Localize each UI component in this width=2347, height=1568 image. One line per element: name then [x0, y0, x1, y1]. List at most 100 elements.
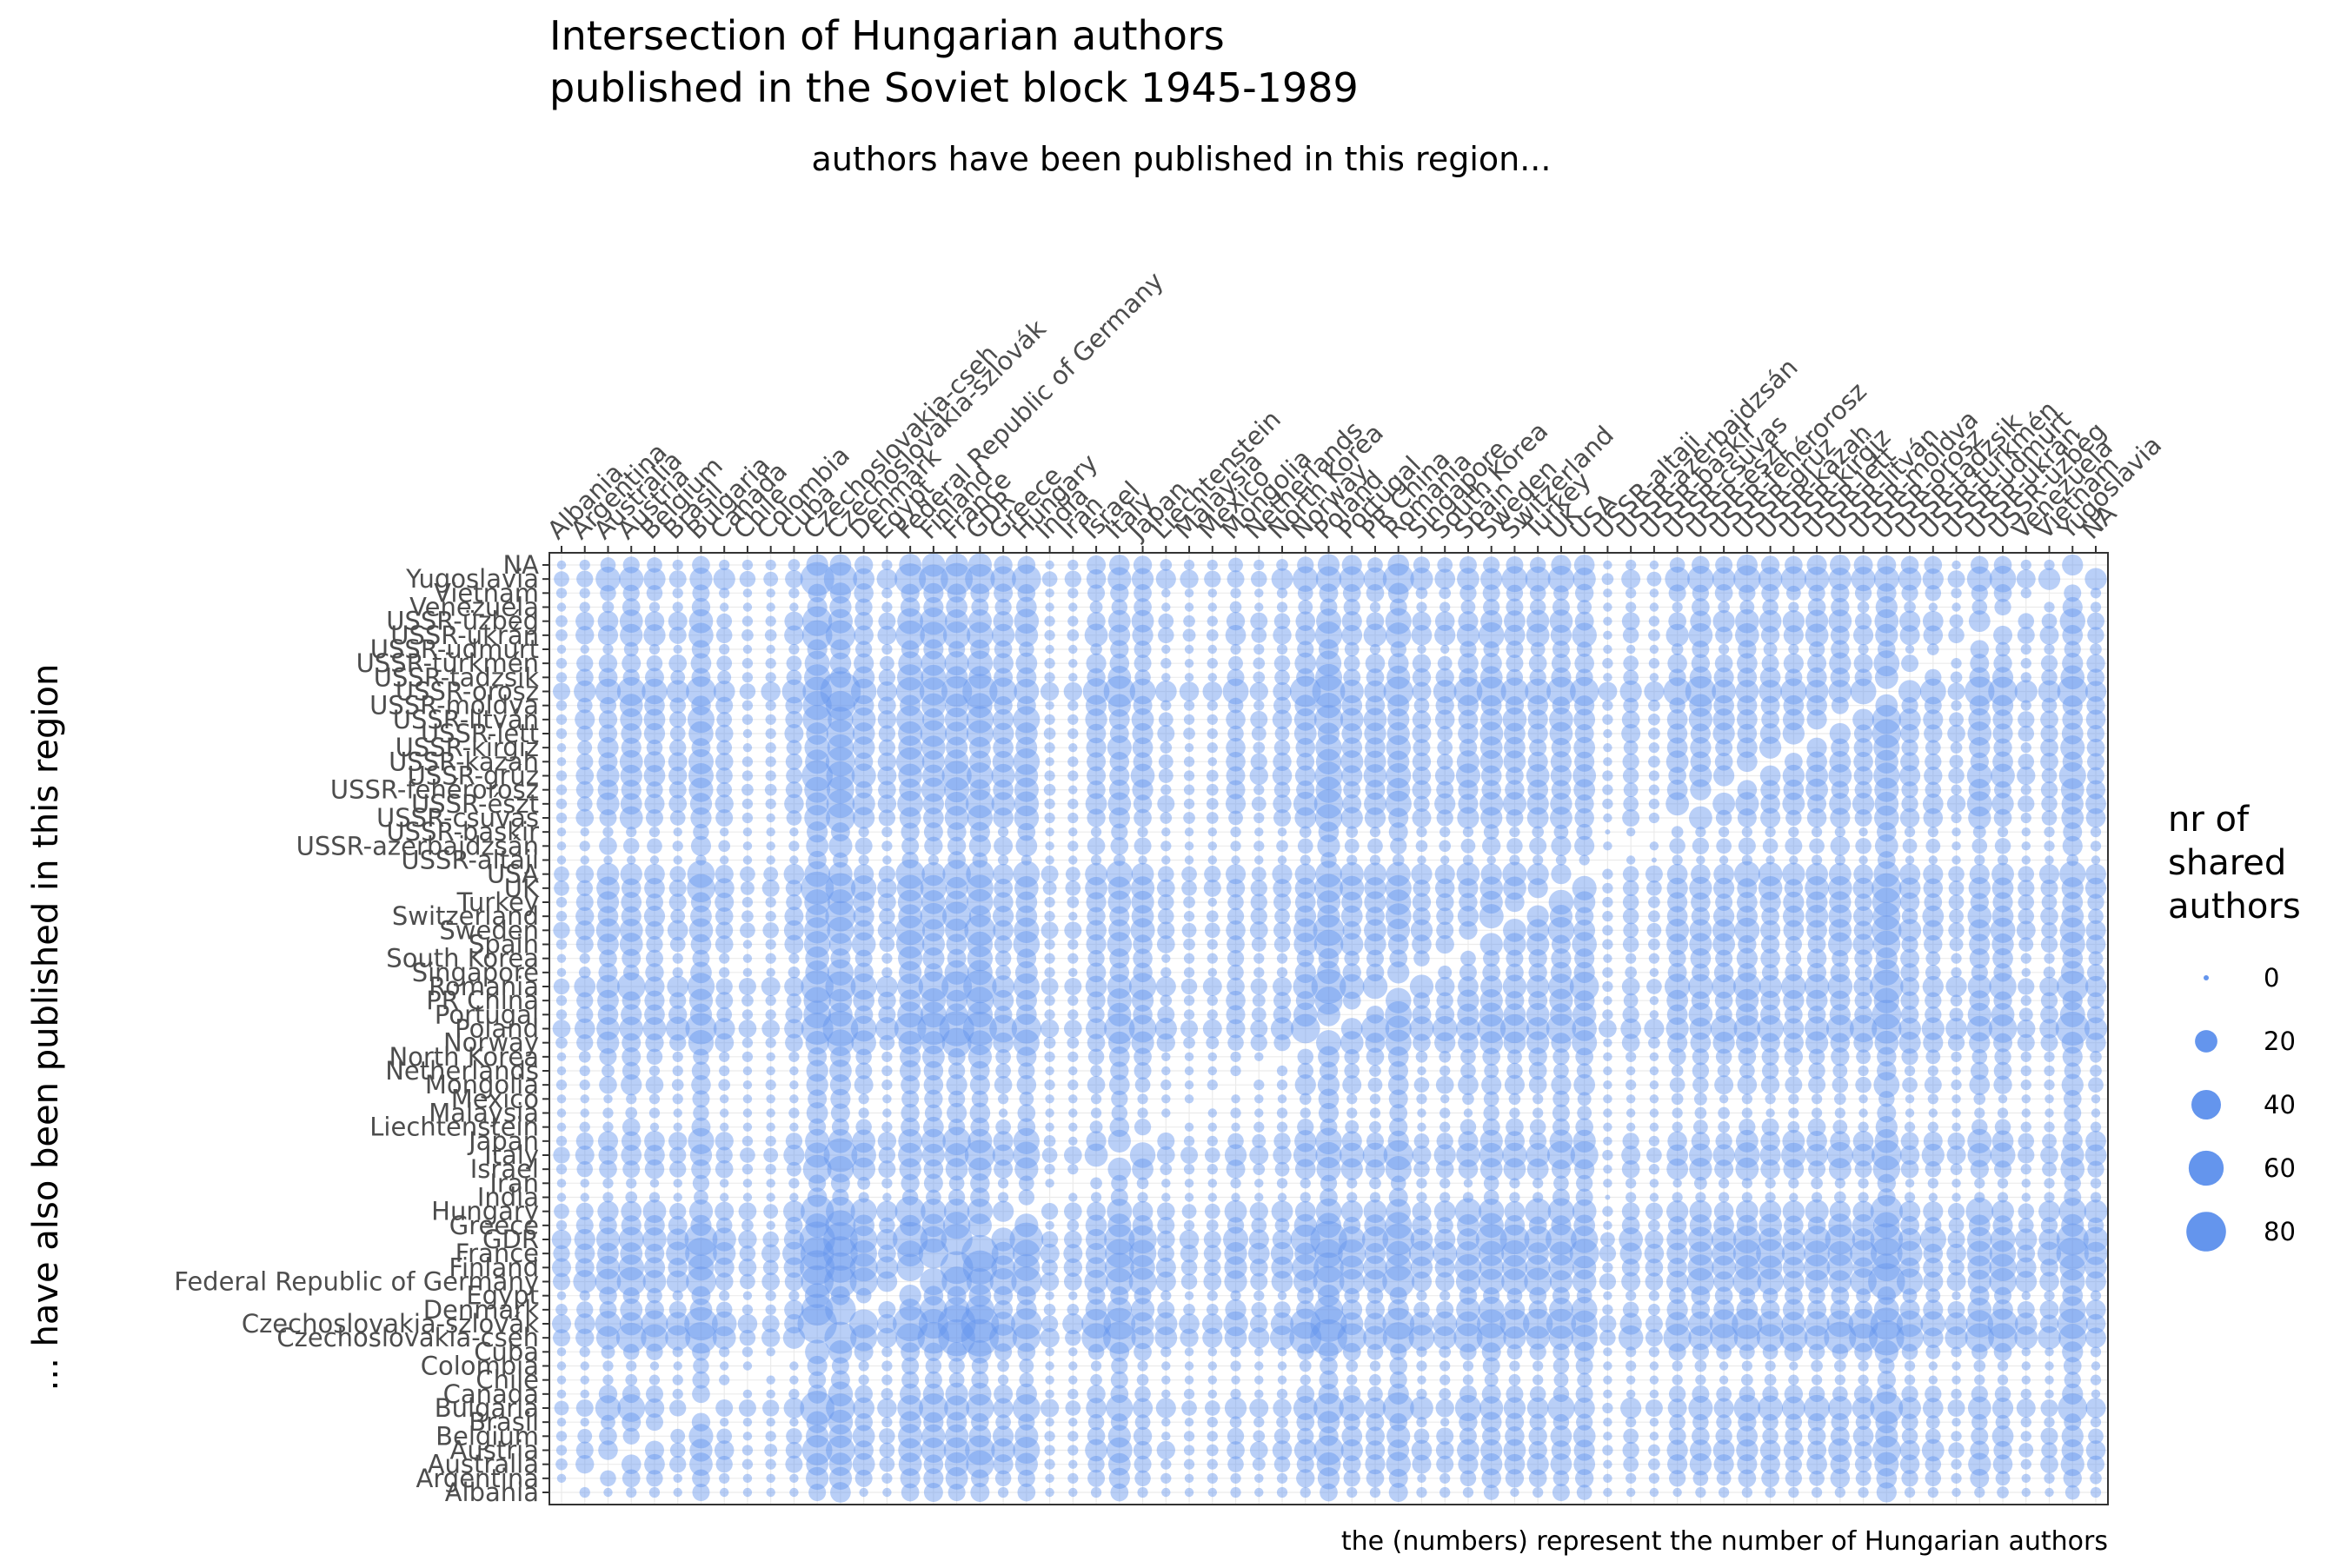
data-point	[1547, 1394, 1575, 1422]
data-point	[881, 1346, 893, 1358]
data-point	[742, 841, 753, 851]
y-tick-label: Cuba	[474, 1337, 539, 1366]
data-point	[1156, 1440, 1175, 1460]
data-point	[1462, 1360, 1474, 1372]
data-point	[595, 918, 621, 943]
data-point	[1161, 1179, 1171, 1188]
data-point	[1201, 1313, 1223, 1334]
data-point	[1902, 838, 1918, 854]
data-point	[1340, 1438, 1363, 1462]
data-point	[1385, 608, 1412, 635]
data-point	[2039, 1299, 2059, 1319]
data-point	[1364, 750, 1386, 773]
data-point	[1603, 1108, 1612, 1118]
data-point	[2090, 1051, 2102, 1063]
data-point	[1990, 1226, 2016, 1252]
data-point	[1014, 917, 1040, 944]
data-point	[1968, 1452, 1991, 1476]
data-point	[1067, 1164, 1079, 1175]
data-point	[1858, 1360, 1869, 1372]
data-point	[1502, 861, 1527, 887]
data-point	[1439, 827, 1451, 838]
data-point	[1805, 989, 1828, 1012]
y-tick-label: Belgium	[435, 1421, 539, 1451]
y-tick-label: South Korea	[386, 944, 539, 973]
data-point	[966, 860, 994, 888]
data-point	[1364, 1214, 1386, 1237]
data-point	[597, 1131, 619, 1152]
data-point	[1549, 721, 1573, 746]
data-point	[947, 851, 966, 869]
data-point	[1785, 1427, 1803, 1445]
data-point	[1180, 1244, 1199, 1263]
data-point	[1068, 742, 1078, 753]
data-point	[596, 891, 620, 914]
data-point	[995, 1414, 1011, 1431]
data-point	[805, 1031, 829, 1055]
data-point	[1132, 779, 1154, 801]
data-point	[1735, 1031, 1759, 1054]
data-point	[1044, 1431, 1055, 1442]
data-point	[805, 792, 829, 816]
data-point	[1782, 862, 1805, 886]
data-point	[1369, 601, 1381, 613]
data-point	[1834, 1486, 1845, 1498]
data-point	[1433, 680, 1457, 703]
data-point	[1829, 750, 1852, 773]
data-point	[601, 1414, 615, 1430]
data-point	[1925, 668, 1942, 686]
data-point	[992, 1200, 1014, 1222]
data-point	[1811, 1192, 1823, 1203]
data-point	[876, 1271, 898, 1292]
data-point	[1013, 973, 1040, 1000]
data-point	[1253, 657, 1266, 669]
data-point	[784, 1019, 804, 1039]
data-point	[1898, 1227, 1922, 1252]
data-point	[1294, 961, 1316, 983]
data-point	[1412, 1454, 1432, 1474]
data-point	[691, 695, 711, 715]
data-point	[1254, 1347, 1264, 1357]
data-point	[714, 878, 735, 899]
data-point	[1294, 1200, 1316, 1222]
data-point	[1417, 644, 1426, 654]
data-point	[2038, 1325, 2061, 1350]
data-point	[1387, 694, 1410, 717]
data-point	[738, 1230, 757, 1249]
data-point	[766, 602, 775, 612]
data-point	[715, 794, 734, 814]
data-point	[1132, 1214, 1154, 1236]
data-point	[1317, 722, 1340, 745]
data-point	[1551, 654, 1571, 674]
data-point	[901, 1090, 920, 1108]
data-point	[1064, 978, 1082, 995]
data-point	[1951, 602, 1961, 612]
data-point	[1992, 709, 2013, 730]
data-point	[1086, 1131, 1107, 1152]
data-point	[2087, 627, 2104, 644]
data-point	[1713, 1271, 1734, 1292]
data-point	[1899, 1257, 1920, 1278]
data-point	[1648, 896, 1660, 908]
data-point	[802, 676, 832, 707]
data-point	[1571, 1296, 1598, 1323]
data-point	[596, 862, 620, 886]
data-point	[1928, 1193, 1938, 1202]
data-point	[1180, 1259, 1198, 1276]
data-point	[669, 1034, 687, 1052]
data-point	[1994, 1119, 2011, 1135]
data-point	[826, 761, 855, 790]
data-point	[1574, 653, 1594, 674]
data-point	[2088, 951, 2104, 967]
data-point	[1478, 621, 1505, 648]
data-point	[1087, 668, 1106, 688]
data-point	[684, 1306, 718, 1341]
data-point	[853, 568, 875, 590]
data-point	[620, 793, 642, 815]
data-point	[742, 1179, 753, 1188]
data-point	[1014, 777, 1039, 802]
data-point	[2061, 1073, 2084, 1096]
data-point	[741, 629, 754, 641]
data-point	[1896, 1324, 1924, 1352]
data-point	[1525, 566, 1551, 592]
